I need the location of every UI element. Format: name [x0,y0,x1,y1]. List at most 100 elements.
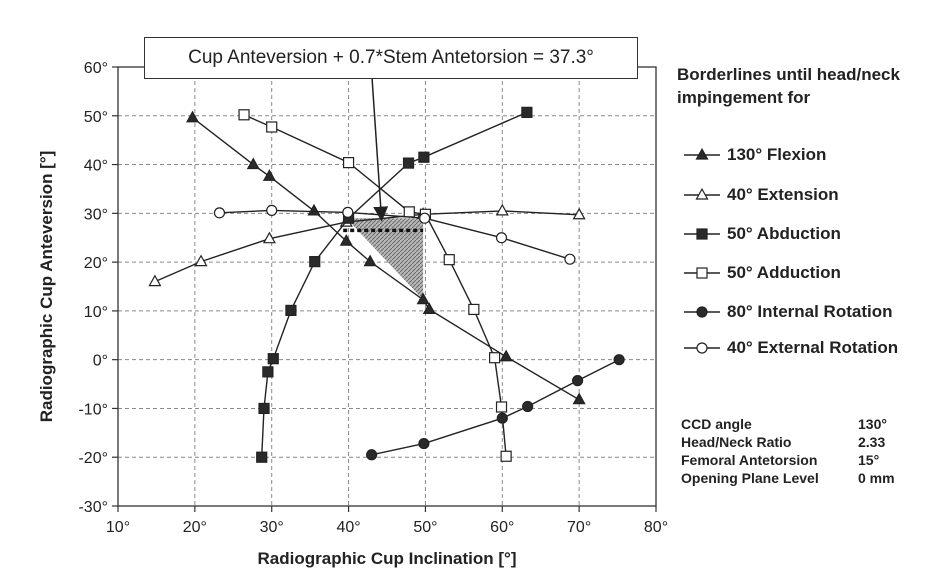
series-2 [256,106,533,463]
data-point [213,207,226,219]
legend-symbol [684,187,720,200]
data-point [495,232,508,244]
data-point [468,303,480,316]
data-point [500,450,512,462]
y-tick-label: -30° [78,499,108,516]
x-tick-label: 20° [183,519,207,536]
parameter-row: Opening Plane Level 0 mm [681,469,895,487]
data-point [363,254,377,267]
plot-frame [117,66,657,507]
data-point [572,207,586,220]
safe-zone-polygon [346,218,424,300]
y-tick-label: -10° [78,401,108,418]
x-tick-label: 80° [644,519,668,536]
data-point [496,412,508,424]
data-point [262,169,276,181]
legend-label: 40° Extension [727,185,839,204]
legend-item: 50° Abduction [683,222,841,246]
data-point [564,253,576,265]
axes: 10° 20° 30° 40° 50° 60° 70° 80° -30° -20° -10° 0° 10… [78,60,668,536]
legend-label: 50° Abduction [727,224,841,243]
legend-marker [696,228,708,240]
data-point [256,451,268,463]
data-point [419,212,431,224]
data-point [402,157,415,169]
legend-marker [695,187,709,200]
legend-marker [696,306,708,318]
data-point [262,366,274,378]
parameter-table: CCD angle 130° Head/Neck Ratio 2.33 Femo… [681,415,895,487]
parameter-name: Opening Plane Level [681,470,819,486]
series-group [148,106,625,463]
data-point [418,437,430,450]
data-point [339,234,353,246]
parameter-value: 130° [858,416,887,432]
parameter-value: 2.33 [858,434,886,450]
x-tick-label: 10° [106,519,130,536]
safe-zone [343,218,424,300]
legend-item: 130° Flexion [683,143,826,167]
data-point [495,401,508,413]
data-point [148,274,162,287]
series-4 [366,354,625,461]
data-point [613,354,625,366]
annotation-arrow [371,78,389,222]
data-point [418,151,430,163]
data-point [262,231,276,244]
data-point [422,302,436,315]
data-point [258,402,270,415]
data-point [342,157,355,169]
legend-item: 50° Adduction [683,261,841,285]
y-tick-label: 60° [84,60,108,77]
data-point [489,352,501,364]
data-point [366,449,378,461]
data-point [309,256,321,268]
data-point [266,204,278,217]
series-line [371,359,620,456]
data-point [266,121,278,133]
formula-box: Cup Anteversion + 0.7*Stem Antetorsion =… [144,37,638,79]
x-tick-label: 40° [336,519,360,536]
y-tick-label: 10° [84,304,108,321]
data-point [443,254,455,266]
parameter-value: 15° [858,452,880,468]
data-point [495,203,509,216]
legend-symbol [684,342,720,354]
grid [118,67,656,506]
legend-label: 40° External Rotation [727,338,899,357]
data-point [521,106,533,118]
x-tick-label: 70° [567,519,591,536]
legend-label: 130° Flexion [727,145,827,164]
legend-symbol [684,267,720,279]
data-point [246,157,260,170]
annotation [371,78,389,222]
legend-item: 40° Extension [683,183,839,207]
series-0 [186,110,586,405]
parameter-row: Head/Neck Ratio 2.33 [681,433,895,451]
data-point [499,349,513,362]
data-point [403,206,415,218]
y-tick-label: 50° [84,109,108,126]
x-axis-title: Radiographic Cup Inclination [°] [258,549,517,568]
x-tick-label: 60° [490,519,514,536]
data-point [572,392,586,405]
data-point [238,109,250,121]
series-line [261,111,528,458]
series-line [192,117,580,401]
legend-item: 40° External Rotation [683,336,898,360]
y-axis-title: Radiographic Cup Anteversion [°] [37,151,56,423]
x-tick-label: 50° [413,519,437,536]
data-point [572,375,584,387]
y-tick-label: -20° [78,450,108,467]
legend-label: 50° Adduction [727,263,841,282]
y-tick-label: 20° [84,255,108,272]
parameter-name: Head/Neck Ratio [681,434,792,450]
legend-symbol [684,306,720,318]
y-tick-label: 40° [84,158,108,175]
parameter-name: CCD angle [681,416,752,432]
data-point [194,254,208,267]
data-point [307,203,321,216]
parameter-name: Femoral Antetorsion [681,452,818,468]
legend-item: 80° Internal Rotation [683,300,892,324]
